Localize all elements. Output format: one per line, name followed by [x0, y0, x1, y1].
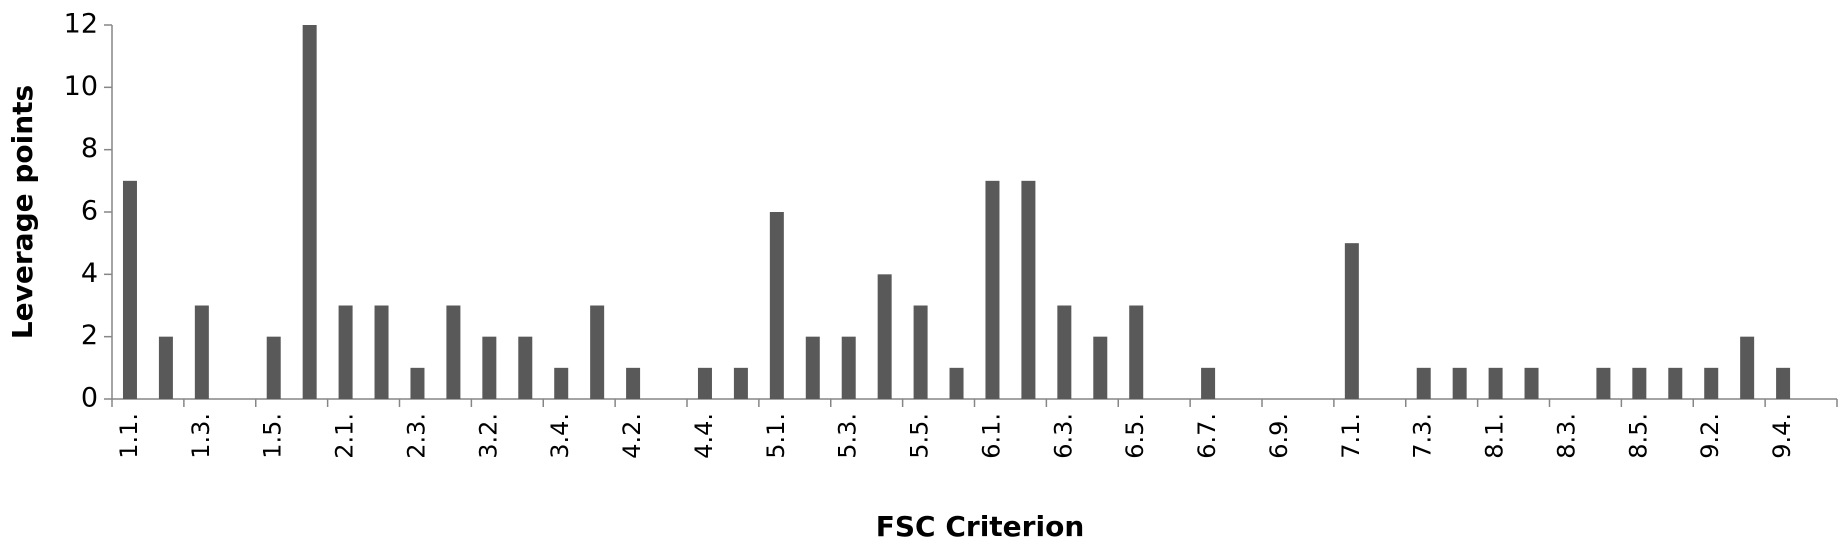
bar: [1704, 367, 1719, 399]
x-tick-label: 5.1.: [762, 413, 790, 459]
x-tick-label: 1.5.: [259, 413, 287, 459]
x-tick-label: 4.2.: [618, 413, 646, 459]
x-tick-label: 8.1.: [1481, 413, 1509, 459]
bar: [1524, 367, 1539, 399]
y-tick-label: 4: [81, 258, 98, 289]
x-tick-label: 7.1.: [1337, 413, 1365, 459]
bar: [266, 336, 281, 399]
x-tick-label: 8.5.: [1624, 413, 1652, 459]
x-tick-label: 6.1.: [977, 413, 1005, 459]
bar: [482, 336, 497, 399]
bar: [841, 336, 856, 399]
bar: [1596, 367, 1611, 399]
bar: [697, 367, 712, 399]
x-tick-label: 9.2.: [1696, 413, 1724, 459]
x-tick-label: 9.4.: [1768, 413, 1796, 459]
bar: [1452, 367, 1467, 399]
x-tick-label: 1.1.: [115, 413, 143, 459]
x-tick-label: 5.3.: [834, 413, 862, 459]
y-tick-label: 8: [81, 133, 98, 164]
bar: [446, 305, 461, 399]
bar: [733, 367, 748, 399]
y-tick-label: 6: [81, 196, 98, 227]
bar: [122, 180, 137, 399]
x-tick-label: 2.3.: [402, 413, 430, 459]
x-tick-label: 1.3.: [187, 413, 215, 459]
bar: [1632, 367, 1647, 399]
bar: [805, 336, 820, 399]
bar: [626, 367, 641, 399]
bar: [877, 274, 892, 399]
bar: [1344, 243, 1359, 399]
bar: [1021, 180, 1036, 399]
x-tick-label: 6.9.: [1265, 413, 1293, 459]
bar: [1201, 367, 1216, 399]
bar: [374, 305, 389, 399]
bar: [554, 367, 569, 399]
bar: [1668, 367, 1683, 399]
y-tick-label: 0: [81, 383, 98, 414]
x-tick-label: 4.4.: [690, 413, 718, 459]
x-axis-title: FSC Criterion: [876, 510, 1085, 543]
bar: [158, 336, 173, 399]
bar: [1057, 305, 1072, 399]
y-axis-title: Leverage points: [6, 85, 39, 339]
x-tick-label: 8.3.: [1552, 413, 1580, 459]
x-tick-label: 6.5.: [1121, 413, 1149, 459]
bar: [1129, 305, 1144, 399]
x-tick-label: 5.5.: [906, 413, 934, 459]
bar: [1416, 367, 1431, 399]
bar: [769, 212, 784, 399]
bar: [985, 180, 1000, 399]
x-tick-label: 6.7.: [1193, 413, 1221, 459]
bar: [410, 367, 425, 399]
y-tick-label: 12: [64, 9, 98, 40]
x-tick-label: 7.3.: [1409, 413, 1437, 459]
bar: [194, 305, 209, 399]
bar: [1740, 336, 1755, 399]
bar: [302, 25, 317, 399]
bar: [518, 336, 533, 399]
bar: [1488, 367, 1503, 399]
x-tick-label: 2.1.: [331, 413, 359, 459]
bar: [590, 305, 605, 399]
bar: [1776, 367, 1791, 399]
x-tick-label: 6.3.: [1049, 413, 1077, 459]
y-tick-label: 10: [64, 71, 98, 102]
x-tick-label: 3.4.: [546, 413, 574, 459]
x-tick-label: 3.2.: [474, 413, 502, 459]
bar: [338, 305, 353, 399]
bar: [913, 305, 928, 399]
bar: [949, 367, 964, 399]
bar: [1093, 336, 1108, 399]
y-tick-label: 2: [81, 320, 98, 351]
